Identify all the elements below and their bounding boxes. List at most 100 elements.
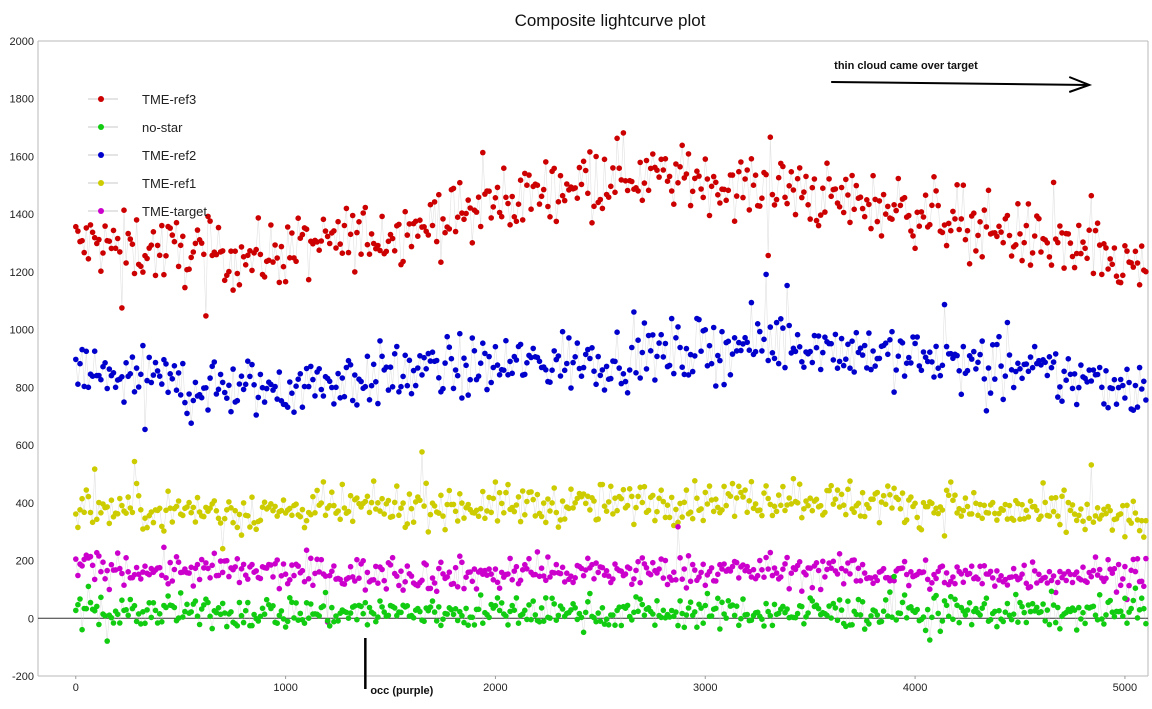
data-point (280, 497, 287, 503)
data-point (948, 578, 954, 585)
data-point (885, 613, 891, 619)
data-point (805, 502, 811, 509)
data-point (402, 352, 409, 359)
data-point (960, 343, 967, 350)
legend: TME-ref3no-starTME-ref2TME-ref1TME-targe… (88, 92, 207, 219)
data-point (1092, 513, 1099, 519)
data-point (140, 609, 146, 615)
data-point (780, 603, 786, 610)
data-point (1103, 245, 1109, 251)
data-point (1034, 604, 1040, 611)
data-point (882, 501, 889, 508)
data-point (838, 184, 845, 191)
data-point (687, 578, 694, 585)
data-point (498, 600, 505, 606)
data-point (979, 338, 985, 344)
data-point (505, 481, 511, 488)
data-point (799, 603, 805, 610)
data-point (794, 175, 801, 182)
data-point (408, 505, 415, 512)
data-point (450, 611, 457, 618)
data-point (633, 504, 639, 511)
data-point (459, 210, 465, 216)
data-point (270, 507, 276, 514)
data-point (1080, 518, 1086, 524)
data-point (486, 353, 492, 360)
data-point (1138, 517, 1145, 524)
data-point (448, 606, 455, 613)
data-point (268, 501, 274, 507)
data-point (666, 173, 673, 180)
data-point (922, 627, 929, 634)
data-point (582, 351, 589, 358)
data-point (591, 498, 597, 504)
data-point (165, 389, 171, 396)
data-point (950, 616, 956, 623)
data-point (754, 572, 761, 579)
data-point (746, 347, 753, 354)
data-point (1050, 179, 1057, 186)
data-point (396, 221, 402, 228)
data-point (287, 595, 293, 601)
data-point (394, 483, 400, 489)
data-point (289, 390, 295, 397)
data-point (878, 499, 885, 505)
data-point (1057, 568, 1063, 575)
data-point (219, 569, 226, 576)
data-point (528, 206, 534, 212)
data-point (450, 185, 457, 192)
data-point (1015, 360, 1021, 367)
data-point (383, 586, 390, 592)
data-point (994, 341, 1000, 348)
data-point (194, 494, 201, 501)
data-point (1090, 270, 1097, 277)
data-point (700, 194, 706, 201)
data-point (608, 483, 614, 490)
data-point (507, 358, 513, 365)
data-point (748, 617, 755, 623)
data-point (708, 360, 715, 367)
data-point (673, 609, 679, 615)
data-point (406, 357, 413, 364)
data-point (597, 372, 604, 379)
data-point (356, 219, 362, 225)
data-point (843, 356, 849, 363)
data-point (398, 568, 404, 574)
data-point (108, 561, 115, 568)
data-point (580, 629, 587, 636)
data-point (515, 201, 522, 207)
data-point (597, 196, 604, 203)
data-point (1096, 242, 1103, 248)
data-point (180, 360, 186, 367)
data-point (138, 371, 144, 378)
data-point (773, 196, 780, 203)
data-point (87, 553, 94, 560)
data-point (948, 593, 954, 600)
data-point (1073, 401, 1080, 408)
data-point (580, 572, 587, 579)
data-point (532, 513, 539, 519)
data-point (230, 366, 236, 372)
data-point (335, 618, 341, 624)
data-point (312, 510, 318, 516)
data-point (201, 251, 207, 258)
data-point (226, 499, 232, 505)
data-point (236, 579, 243, 586)
data-point (775, 610, 782, 617)
data-point (710, 508, 717, 515)
data-point (968, 621, 975, 628)
data-point (1128, 520, 1134, 526)
data-point (876, 519, 883, 526)
data-point (702, 582, 709, 589)
data-point (446, 344, 453, 351)
data-point (1130, 597, 1137, 604)
series-tme-ref3 (73, 130, 1149, 319)
data-point (981, 376, 988, 382)
data-point (551, 570, 557, 576)
data-point (511, 568, 518, 574)
data-point (295, 563, 302, 569)
data-point (981, 502, 988, 509)
data-point (454, 372, 461, 379)
data-point (1071, 264, 1078, 271)
data-point (763, 171, 769, 178)
